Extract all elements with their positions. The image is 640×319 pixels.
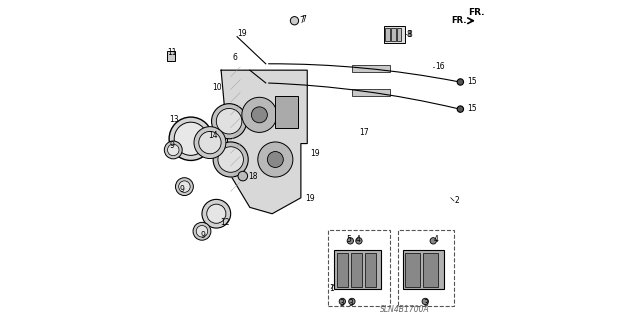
Circle shape [199,131,221,154]
Circle shape [164,141,182,159]
Circle shape [430,238,436,244]
Text: 19: 19 [237,29,247,38]
Circle shape [179,181,190,192]
FancyBboxPatch shape [384,26,404,43]
Text: 14: 14 [208,131,218,140]
Circle shape [339,298,346,305]
Text: 11: 11 [168,48,177,57]
FancyBboxPatch shape [334,250,381,289]
Text: 19: 19 [310,149,319,158]
FancyBboxPatch shape [352,65,390,72]
Text: 9: 9 [169,141,174,150]
Circle shape [238,171,248,181]
Circle shape [202,199,230,228]
Text: 3: 3 [423,299,428,308]
Circle shape [174,122,207,155]
FancyBboxPatch shape [391,28,396,41]
Text: 3: 3 [349,299,353,308]
Text: FR.: FR. [468,8,484,17]
Text: 18: 18 [248,172,258,181]
Circle shape [258,142,293,177]
Text: 15: 15 [468,104,477,113]
Circle shape [175,178,193,196]
Circle shape [457,79,463,85]
Circle shape [268,152,284,167]
Text: SLN4B1700A: SLN4B1700A [380,305,429,314]
Text: 7: 7 [301,15,306,24]
Circle shape [252,107,268,123]
Circle shape [168,144,179,156]
Text: 1: 1 [330,284,334,293]
FancyBboxPatch shape [352,89,390,96]
Text: 15: 15 [468,77,477,86]
FancyBboxPatch shape [397,28,401,41]
Circle shape [291,17,299,25]
Text: 9: 9 [200,231,205,240]
Text: 8: 8 [406,30,411,39]
Circle shape [169,117,212,160]
Circle shape [196,226,208,237]
Text: 3: 3 [339,299,344,308]
Text: 9: 9 [180,185,184,194]
Text: 19: 19 [305,194,315,203]
Circle shape [349,298,355,305]
Circle shape [218,147,243,172]
Text: 12: 12 [220,218,230,227]
Polygon shape [221,70,307,214]
Text: 4: 4 [356,235,360,244]
Text: 6: 6 [232,53,237,62]
FancyBboxPatch shape [406,253,420,287]
Text: 8: 8 [407,30,412,39]
FancyBboxPatch shape [385,28,390,41]
FancyBboxPatch shape [351,253,362,287]
Circle shape [213,142,248,177]
Circle shape [212,104,246,139]
FancyBboxPatch shape [403,250,444,289]
Text: 7: 7 [300,16,304,25]
Text: 10: 10 [212,83,222,92]
Circle shape [216,108,242,134]
Circle shape [193,222,211,240]
Text: 17: 17 [359,128,369,137]
Text: 5: 5 [346,235,351,244]
Circle shape [194,127,226,159]
FancyBboxPatch shape [167,51,175,61]
Circle shape [422,298,428,305]
Text: 13: 13 [170,115,179,124]
Circle shape [356,238,362,244]
FancyBboxPatch shape [337,253,348,287]
FancyBboxPatch shape [423,253,438,287]
FancyBboxPatch shape [365,253,376,287]
Circle shape [457,106,463,112]
Circle shape [242,97,277,132]
Circle shape [207,204,226,223]
Text: 16: 16 [435,63,445,71]
Text: 4: 4 [434,235,439,244]
Circle shape [347,238,353,244]
Text: 2: 2 [454,197,460,205]
FancyBboxPatch shape [275,96,298,128]
Text: FR.: FR. [451,16,467,25]
